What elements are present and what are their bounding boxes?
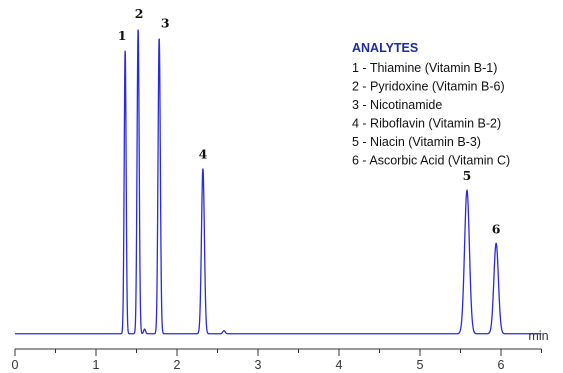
- legend-item: 4 - Riboflavin (Vitamin B-2): [352, 117, 501, 131]
- legend-item: 6 - Ascorbic Acid (Vitamin C): [352, 154, 510, 168]
- x-axis-unit-label: min: [528, 329, 548, 343]
- x-axis: 0 1 2 3 4 5 6 min: [12, 329, 549, 372]
- legend-item: 2 - Pyridoxine (Vitamin B-6): [352, 80, 505, 94]
- legend-item: 3 - Nicotinamide: [352, 98, 442, 112]
- legend-title: ANALYTES: [352, 41, 418, 55]
- peak-label-6: 6: [492, 221, 501, 236]
- x-tick-label: 1: [93, 358, 100, 372]
- chromatogram-trace: [15, 29, 542, 335]
- peak-label-1: 1: [118, 28, 127, 43]
- peak-label-3: 3: [161, 15, 170, 30]
- x-tick-label: 4: [336, 358, 343, 372]
- trace-layer: [15, 29, 542, 335]
- peak-label-2: 2: [135, 6, 144, 21]
- peak-label-5: 5: [463, 168, 472, 183]
- legend-items: 1 - Thiamine (Vitamin B-1) 2 - Pyridoxine…: [352, 61, 510, 168]
- x-tick-label: 3: [255, 358, 262, 372]
- peak-labels: 12 3 4 5 6: [118, 6, 501, 236]
- x-tick-label: 5: [417, 358, 424, 372]
- peak-label-4: 4: [199, 146, 208, 161]
- x-tick-label: 6: [498, 358, 505, 372]
- x-tick-label: 2: [174, 358, 181, 372]
- legend-item: 1 - Thiamine (Vitamin B-1): [352, 61, 497, 75]
- x-tick-label: 0: [12, 358, 19, 372]
- legend: ANALYTES 1 - Thiamine (Vitamin B-1) 2 - P…: [352, 41, 510, 168]
- legend-item: 5 - Niacin (Vitamin B-3): [352, 135, 481, 149]
